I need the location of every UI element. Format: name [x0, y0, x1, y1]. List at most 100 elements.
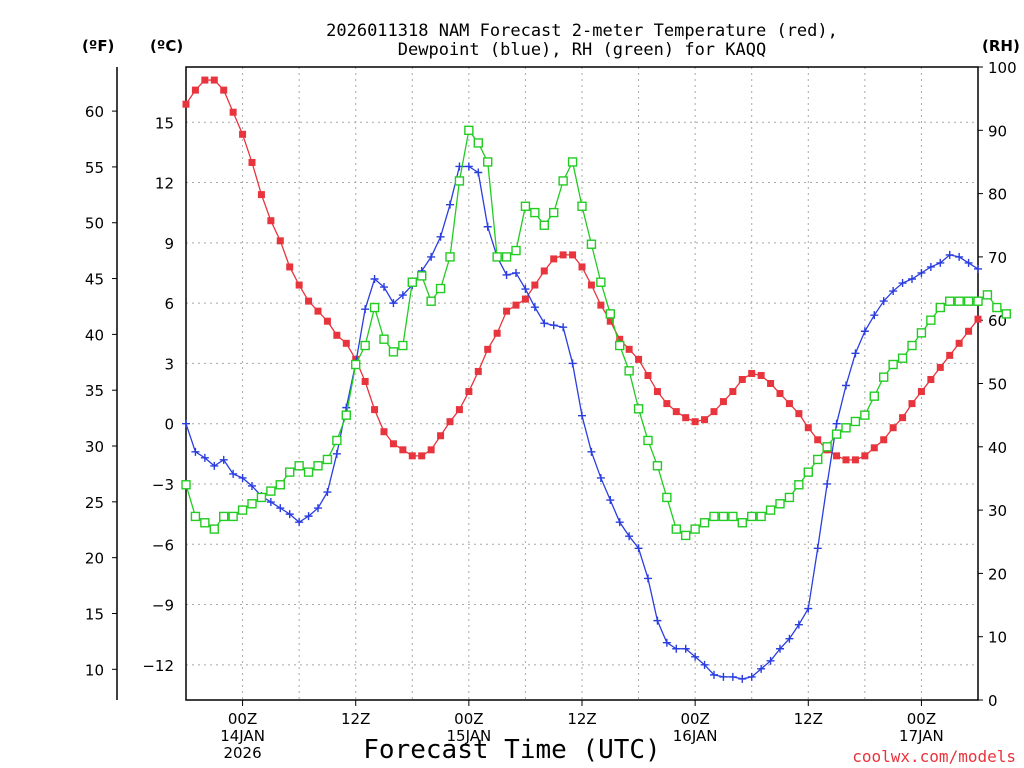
rh-tick-label: 80	[988, 186, 1007, 204]
dewpoint-point	[182, 419, 190, 428]
relative-humidity-point	[351, 359, 361, 370]
time-tick-label: 16JAN	[673, 727, 718, 745]
2-meter-temperature-point	[474, 367, 482, 375]
relative-humidity-point	[417, 271, 427, 281]
fahrenheit-tick-label: 10	[85, 661, 104, 679]
dewpoint-point	[926, 262, 935, 271]
relative-humidity-point	[718, 511, 729, 522]
dewpoint-point	[436, 232, 445, 241]
dewpoint-point	[917, 268, 926, 277]
dewpoint-point	[842, 381, 850, 390]
2-meter-temperature-point	[757, 371, 765, 379]
relative-humidity-point	[369, 302, 380, 313]
relative-humidity-point	[426, 296, 436, 306]
celsius-tick-label: 15	[155, 114, 174, 132]
2-meter-temperature-point	[946, 351, 954, 359]
fahrenheit-tick-label: 60	[85, 103, 104, 121]
dewpoint-point	[662, 638, 671, 647]
2-meter-temperature-point	[682, 414, 690, 422]
2-meter-temperature-point	[616, 335, 624, 343]
celsius-tick-label: −9	[152, 597, 174, 615]
dewpoint-point	[710, 670, 718, 679]
2-meter-temperature-point	[182, 100, 190, 108]
2-meter-temperature-point	[880, 436, 888, 444]
dewpoint-point	[832, 419, 841, 428]
grid-lines	[186, 67, 978, 700]
relative-humidity-point	[530, 207, 540, 218]
2-meter-temperature-point	[653, 388, 661, 396]
relative-humidity-point	[303, 467, 314, 477]
dewpoint-point	[229, 469, 238, 478]
2-meter-temperature-point	[239, 130, 247, 138]
relative-humidity-point	[596, 277, 606, 287]
2-meter-temperature-point	[201, 76, 209, 84]
relative-humidity-point	[577, 201, 587, 211]
axes	[116, 66, 979, 701]
2-meter-temperature-point	[795, 410, 803, 418]
dewpoint-point	[295, 518, 304, 527]
dewpoint-point	[955, 252, 964, 261]
dewpoint-point	[210, 461, 219, 470]
2-meter-temperature-point	[955, 339, 963, 347]
2-meter-temperature-point	[965, 327, 973, 335]
2-meter-temperature-point	[220, 86, 228, 94]
dewpoint-point	[625, 532, 634, 541]
dewpoint-point	[474, 168, 483, 177]
2-meter-temperature-point	[361, 377, 369, 385]
dewpoint-series	[182, 162, 982, 683]
dewpoint-point	[860, 327, 869, 336]
relative-humidity-point	[464, 125, 474, 136]
dewpoint-point	[606, 496, 615, 505]
dewpoint-point	[936, 258, 945, 267]
relative-humidity-point	[747, 511, 757, 522]
relative-humidity-point	[511, 245, 521, 256]
relative-humidity-point	[784, 492, 795, 503]
dewpoint-point	[483, 222, 492, 231]
2-meter-temperature-point	[257, 191, 265, 199]
celsius-tick-label: −12	[142, 657, 174, 675]
dewpoint-point	[219, 455, 228, 464]
dewpoint-point	[681, 644, 690, 653]
relative-humidity-line	[185, 128, 1007, 537]
dewpoint-point	[974, 264, 982, 273]
dewpoint-point	[389, 299, 398, 308]
2-meter-temperature-point	[710, 408, 718, 416]
dewpoint-point	[285, 510, 294, 519]
relative-humidity-point	[737, 518, 747, 528]
relative-humidity-series	[181, 125, 1011, 541]
2-meter-temperature-point	[437, 432, 445, 440]
relative-humidity-point	[756, 511, 766, 522]
dewpoint-point	[200, 453, 209, 462]
data-series	[181, 76, 1011, 683]
2-meter-temperature-point	[484, 345, 492, 353]
dewpoint-point	[747, 672, 756, 681]
x-axis-title: Forecast Time (UTC)	[363, 735, 660, 765]
dewpoint-point	[870, 311, 879, 320]
relative-humidity-point	[973, 296, 983, 306]
2-meter-temperature-point	[889, 424, 897, 432]
relative-humidity-point	[379, 334, 389, 344]
dewpoint-point	[398, 291, 407, 300]
2-meter-temperature-point	[559, 251, 567, 259]
celsius-tick-label: 6	[164, 295, 174, 313]
relative-humidity-point	[803, 467, 813, 477]
2-meter-temperature-point	[625, 345, 633, 353]
relative-humidity-point	[775, 499, 785, 509]
rh-tick-label: 10	[988, 629, 1007, 647]
2-meter-temperature-point	[305, 297, 313, 305]
dewpoint-point	[248, 481, 256, 490]
2-meter-temperature-point	[927, 375, 935, 383]
dewpoint-point	[502, 270, 511, 279]
time-tick-label: 00Z	[680, 710, 709, 728]
dewpoint-point	[898, 279, 907, 288]
2-meter-temperature-point	[899, 414, 907, 422]
relative-humidity-point	[794, 480, 804, 490]
2-meter-temperature-point	[738, 375, 746, 383]
relative-humidity-point	[615, 340, 625, 351]
dewpoint-point	[238, 473, 247, 482]
plot-frame	[185, 66, 979, 701]
celsius-tick-label: 3	[164, 355, 174, 373]
2-meter-temperature-point	[691, 418, 699, 426]
time-tick-label: 17JAN	[899, 727, 944, 745]
fahrenheit-tick-label: 50	[85, 215, 104, 233]
